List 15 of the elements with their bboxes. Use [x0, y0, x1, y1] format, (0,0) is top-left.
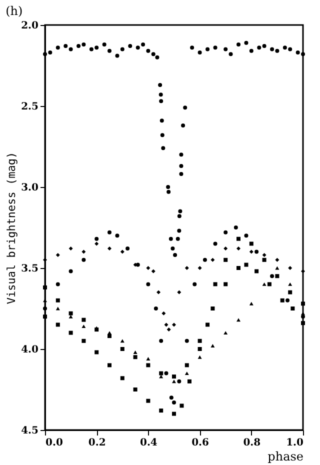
x-tick-label: 0.4: [140, 438, 158, 448]
y-axis-title: Visual brightness (mag): [5, 152, 18, 304]
y-tick-label: 4.0: [21, 344, 39, 356]
x-tick-label: 0.8: [243, 438, 261, 448]
x-tick-label: 0.0: [46, 438, 63, 448]
chart-title: (h): [6, 4, 23, 18]
y-tick-label: 2.5: [21, 102, 39, 112]
x-tick-label: 0.6: [192, 438, 210, 448]
y-tick-label: 4.5: [21, 426, 39, 436]
x-axis-title: phase: [268, 450, 304, 464]
x-tick-label: 1.0: [286, 438, 304, 448]
x-tick-label: 0.2: [88, 438, 106, 448]
y-tick-label: 3.0: [21, 182, 39, 194]
y-tick-label: 3.5: [21, 264, 39, 274]
y-tick-label: 2.0: [21, 20, 39, 32]
